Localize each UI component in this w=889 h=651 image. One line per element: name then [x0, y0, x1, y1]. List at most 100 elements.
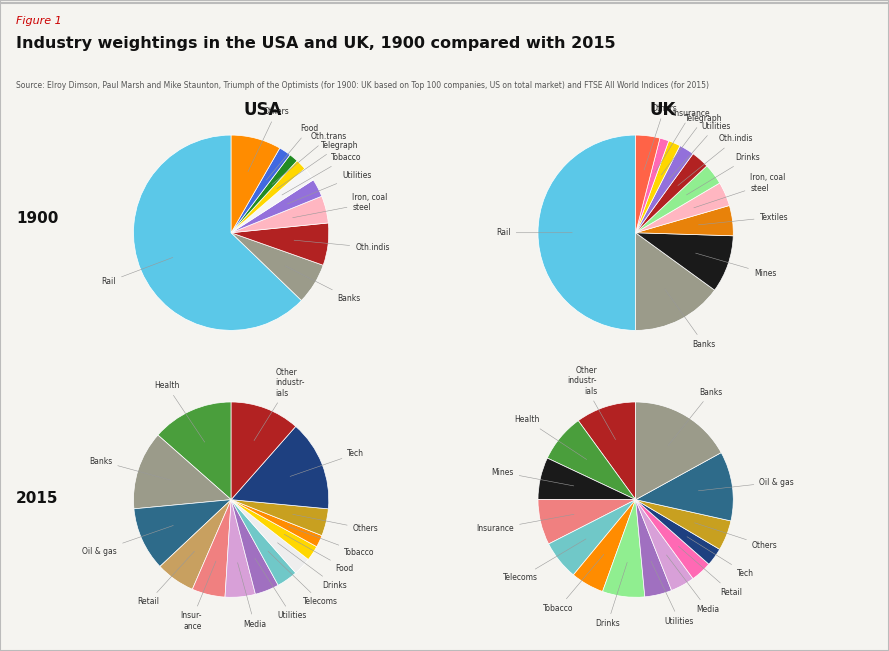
- Wedge shape: [231, 500, 296, 585]
- Wedge shape: [538, 135, 636, 331]
- Wedge shape: [231, 180, 322, 232]
- Wedge shape: [192, 500, 231, 597]
- Wedge shape: [133, 435, 231, 509]
- Wedge shape: [636, 154, 707, 232]
- Wedge shape: [636, 141, 680, 232]
- Wedge shape: [636, 500, 671, 597]
- Text: Iron, coal
steel: Iron, coal steel: [292, 193, 388, 217]
- Text: Telecoms: Telecoms: [503, 539, 586, 582]
- Text: Oil & gas: Oil & gas: [83, 525, 173, 555]
- Wedge shape: [549, 500, 636, 575]
- Wedge shape: [636, 146, 693, 232]
- Wedge shape: [231, 196, 328, 232]
- Text: Tobacco: Tobacco: [282, 153, 362, 195]
- Text: Drinks: Drinks: [596, 562, 628, 628]
- Text: Industry weightings in the USA and UK, 1900 compared with 2015: Industry weightings in the USA and UK, 1…: [16, 36, 615, 51]
- Wedge shape: [231, 500, 322, 547]
- Wedge shape: [636, 166, 720, 232]
- Wedge shape: [231, 169, 313, 232]
- Text: Tech: Tech: [290, 449, 364, 477]
- Wedge shape: [636, 500, 731, 549]
- Text: Mines: Mines: [492, 468, 573, 486]
- Text: Media: Media: [667, 555, 719, 614]
- Wedge shape: [134, 500, 231, 566]
- Wedge shape: [538, 458, 636, 500]
- Wedge shape: [636, 500, 693, 590]
- Wedge shape: [231, 500, 316, 559]
- Text: Utilities: Utilities: [255, 559, 307, 620]
- Text: Rail: Rail: [101, 257, 172, 286]
- Text: Source: Elroy Dimson, Paul Marsh and Mike Staunton, Triumph of the Optimists (fo: Source: Elroy Dimson, Paul Marsh and Mik…: [16, 81, 709, 90]
- Wedge shape: [636, 500, 720, 564]
- Text: Mines: Mines: [695, 253, 776, 278]
- Wedge shape: [548, 421, 636, 500]
- Text: Figure 1: Figure 1: [16, 16, 61, 26]
- Wedge shape: [231, 402, 296, 500]
- Text: Utilities: Utilities: [669, 122, 731, 179]
- Wedge shape: [133, 135, 301, 330]
- Wedge shape: [231, 500, 308, 573]
- Text: Insurance: Insurance: [655, 109, 710, 173]
- Text: Media: Media: [237, 562, 266, 629]
- Wedge shape: [636, 402, 721, 500]
- Wedge shape: [573, 500, 636, 592]
- Text: Telegraph: Telegraph: [276, 141, 358, 189]
- Wedge shape: [636, 135, 660, 232]
- Wedge shape: [231, 223, 329, 265]
- Text: Iron, coal
steel: Iron, coal steel: [693, 173, 786, 208]
- Text: Oth.indis: Oth.indis: [677, 135, 753, 186]
- Text: Utilities: Utilities: [651, 561, 694, 626]
- Text: Tobacco: Tobacco: [543, 555, 604, 613]
- Wedge shape: [636, 232, 715, 331]
- Text: Banks: Banks: [89, 456, 171, 480]
- Wedge shape: [231, 148, 290, 232]
- Text: Banks: Banks: [285, 266, 361, 303]
- Wedge shape: [158, 402, 231, 500]
- Text: Tech: Tech: [687, 536, 754, 577]
- Text: Food: Food: [267, 124, 318, 180]
- Wedge shape: [538, 500, 636, 544]
- Text: Health: Health: [155, 381, 204, 442]
- Wedge shape: [231, 232, 324, 301]
- Text: Oth.indis: Oth.indis: [294, 240, 389, 252]
- Text: Retail: Retail: [678, 546, 741, 596]
- Wedge shape: [231, 155, 297, 232]
- Wedge shape: [231, 135, 280, 232]
- Wedge shape: [636, 232, 733, 290]
- Text: Tobacco: Tobacco: [289, 527, 375, 557]
- Text: 1900: 1900: [16, 210, 59, 226]
- Text: Utilities: Utilities: [287, 171, 372, 204]
- Wedge shape: [603, 500, 645, 598]
- Text: Others: Others: [694, 523, 778, 550]
- Wedge shape: [636, 452, 733, 521]
- Text: Oth.trans: Oth.trans: [272, 132, 348, 184]
- Text: Other
industr-
ials: Other industr- ials: [567, 366, 615, 439]
- Wedge shape: [636, 138, 669, 232]
- Text: Telegraph: Telegraph: [661, 113, 723, 175]
- Text: Drinks: Drinks: [686, 153, 760, 195]
- Text: Textiles: Textiles: [699, 213, 789, 225]
- Text: Drinks: Drinks: [277, 543, 347, 590]
- Wedge shape: [636, 206, 733, 236]
- Text: Health: Health: [514, 415, 587, 460]
- Text: 2015: 2015: [16, 490, 59, 506]
- Text: Insur-
ance: Insur- ance: [180, 561, 216, 631]
- Text: Banks: Banks: [669, 387, 723, 445]
- Wedge shape: [225, 500, 255, 597]
- Wedge shape: [636, 500, 709, 579]
- Wedge shape: [636, 183, 729, 232]
- Text: Banks: Banks: [665, 289, 716, 348]
- Text: Others: Others: [292, 514, 379, 533]
- Text: USA: USA: [243, 101, 282, 119]
- Text: Telecoms: Telecoms: [268, 551, 338, 606]
- Text: Other
industr-
ials: Other industr- ials: [254, 368, 305, 441]
- Text: Rail: Rail: [496, 229, 573, 237]
- Text: UK: UK: [649, 101, 676, 119]
- Text: Others: Others: [248, 107, 289, 172]
- Text: Food: Food: [284, 534, 354, 573]
- Wedge shape: [160, 500, 231, 589]
- Wedge shape: [231, 161, 305, 232]
- Text: Oil & gas: Oil & gas: [699, 478, 794, 491]
- Wedge shape: [231, 500, 328, 536]
- Text: Insurance: Insurance: [477, 514, 574, 533]
